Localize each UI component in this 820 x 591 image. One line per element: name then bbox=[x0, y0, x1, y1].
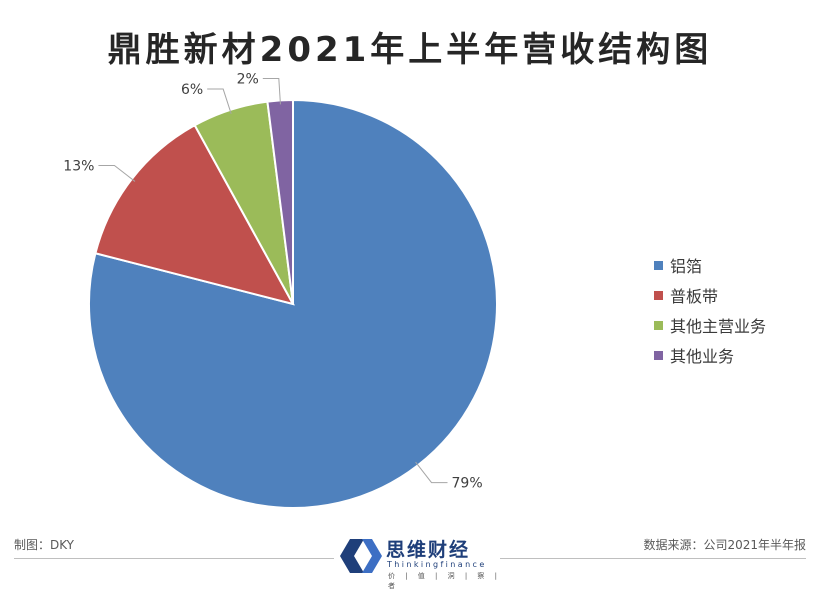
logo-mark-icon bbox=[340, 539, 382, 573]
logo-english: Thinkingfinance bbox=[387, 560, 487, 569]
data-label-plate-strip: 13% bbox=[63, 158, 94, 174]
leader-line-aluminum-foil bbox=[415, 461, 448, 484]
legend-label: 其他主营业务 bbox=[670, 317, 767, 336]
legend-item-other-business: 其他业务 bbox=[654, 340, 766, 370]
legend-item-aluminum-foil: 铝箔 bbox=[654, 250, 766, 280]
footer-divider-right bbox=[500, 558, 806, 559]
data-label-aluminum-foil: 79% bbox=[452, 476, 483, 492]
data-label-other-main-business: 6% bbox=[181, 82, 203, 98]
legend-item-other-main-business: 其他主营业务 bbox=[654, 310, 766, 340]
brand-logo: 思维财经 Thinkingfinance 价 | 值 | 洞 | 察 | 者 bbox=[340, 533, 510, 590]
legend-swatch bbox=[654, 260, 663, 270]
data-label-other-business: 2% bbox=[237, 71, 259, 87]
author-credit: 制图：DKY bbox=[14, 538, 75, 552]
legend-label: 其他业务 bbox=[670, 347, 735, 366]
footer-divider-left bbox=[14, 558, 334, 559]
leader-line-other-main-business bbox=[207, 88, 232, 114]
legend-label: 普板带 bbox=[670, 287, 719, 306]
logo-name: 思维财经 bbox=[386, 539, 471, 561]
legend-swatch bbox=[654, 350, 663, 360]
legend: 铝箔普板带其他主营业务 其他业务 bbox=[654, 250, 766, 370]
legend-item-plate-strip: 普板带 bbox=[654, 280, 766, 310]
chart-title: 鼎胜新材2021年上半年营收结构图 bbox=[107, 30, 713, 70]
legend-swatch bbox=[654, 290, 663, 300]
legend-swatch bbox=[654, 320, 663, 330]
data-source: 数据来源：公司2021年半年报 bbox=[643, 538, 806, 552]
legend-label: 铝箔 bbox=[670, 257, 703, 276]
leader-line-other-business bbox=[262, 77, 281, 105]
logo-tagline: 价 | 值 | 洞 | 察 | 者 bbox=[388, 572, 502, 590]
leader-line-plate-strip bbox=[98, 164, 136, 182]
